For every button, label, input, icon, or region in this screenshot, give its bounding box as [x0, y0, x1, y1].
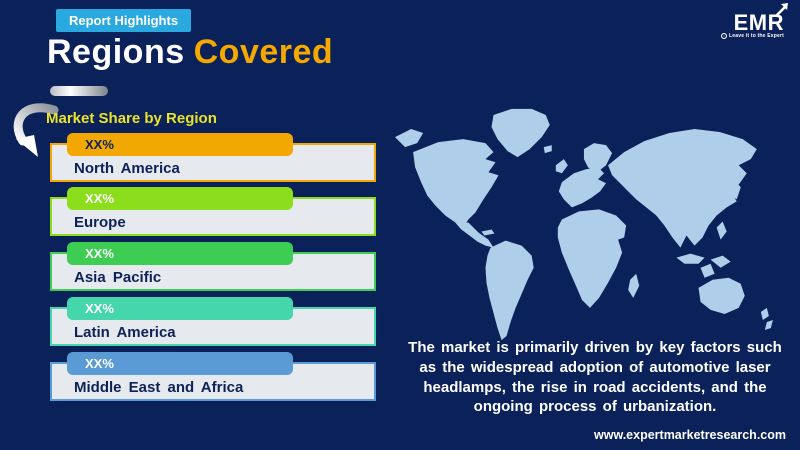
logo-dot-icon	[721, 33, 728, 39]
report-highlights-badge: Report Highlights	[56, 9, 192, 32]
region-panel: XX% Middle East and Africa	[50, 352, 376, 401]
region-bar: XX%	[67, 297, 293, 320]
region-row-asia-pacific: XX% Asia Pacific	[50, 242, 376, 291]
logo-tagline: Leave it to the Expert	[729, 33, 784, 39]
emr-logo-text: EMR	[733, 10, 784, 35]
region-row-europe: XX% Europe	[50, 187, 376, 236]
region-bar: XX%	[67, 352, 293, 375]
page-title-white: Regions	[47, 33, 185, 71]
region-bar: XX%	[67, 242, 293, 265]
region-value: XX%	[85, 137, 114, 152]
region-label: Asia Pacific	[74, 269, 162, 286]
region-row-north-america: XX% North America	[50, 133, 376, 182]
region-panel: XX% Europe	[50, 187, 376, 236]
region-value: XX%	[85, 301, 114, 316]
region-bar: XX%	[67, 187, 293, 210]
region-bar: XX%	[67, 133, 293, 156]
region-value: XX%	[85, 356, 114, 371]
page-title: Regions Covered	[47, 33, 333, 72]
region-row-latin-america: XX% Latin America	[50, 297, 376, 346]
region-panel: XX% Latin America	[50, 297, 376, 346]
region-label: Latin America	[74, 324, 176, 341]
logo-growth-arrow-icon	[775, 3, 788, 17]
region-row-middle-east-africa: XX% Middle East and Africa	[50, 352, 376, 401]
region-value: XX%	[85, 246, 114, 261]
title-underline	[50, 86, 108, 96]
curved-arrow-icon	[13, 103, 59, 157]
region-label: Europe	[74, 214, 126, 231]
region-value: XX%	[85, 191, 114, 206]
region-panel: XX% Asia Pacific	[50, 242, 376, 291]
website-link[interactable]: www.expertmarketresearch.com	[594, 428, 786, 442]
chart-title: Market Share by Region	[46, 110, 217, 127]
region-label: Middle East and Africa	[74, 379, 244, 396]
region-label: North America	[74, 160, 180, 177]
world-map	[393, 105, 795, 345]
market-description: The market is primarily driven by key fa…	[408, 339, 782, 416]
region-panel: XX% North America	[50, 133, 376, 182]
emr-logo: EMR Leave it to the Expert	[719, 3, 788, 39]
page-title-gold: Covered	[193, 33, 334, 71]
